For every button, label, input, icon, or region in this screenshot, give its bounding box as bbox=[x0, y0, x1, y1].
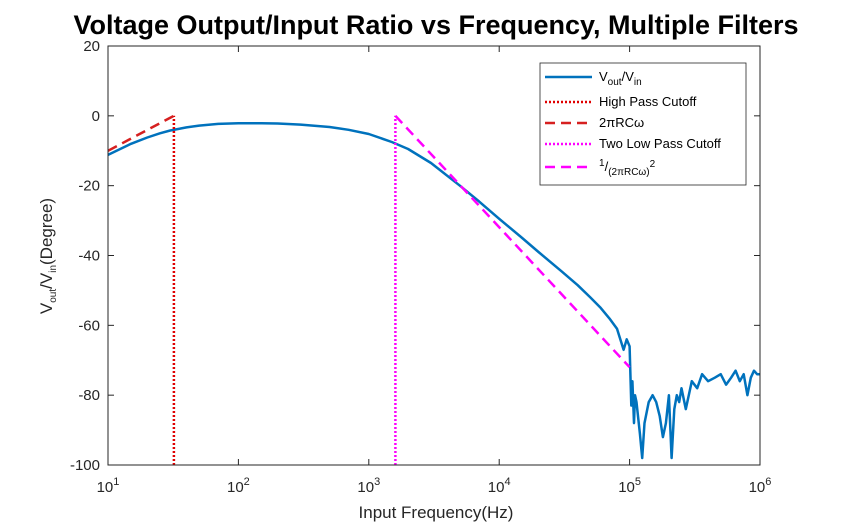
series-layer bbox=[107, 114, 760, 465]
legend-label-two-low-pass: Two Low Pass Cutoff bbox=[599, 136, 721, 151]
x-tick-label: 101 bbox=[97, 476, 120, 496]
y-tick-label: -20 bbox=[78, 178, 100, 195]
x-tick-label: 103 bbox=[357, 476, 380, 496]
y-axis-label: Vout/Vin(Degree) bbox=[37, 198, 59, 314]
series-2pirc-asymptote bbox=[107, 114, 175, 152]
y-tick-label: -100 bbox=[70, 457, 100, 474]
y-label-slash-v: /V bbox=[37, 272, 56, 289]
legend: Vout/Vin High Pass Cutoff 2πRCω Two Low … bbox=[539, 62, 747, 186]
y-label-v: V bbox=[37, 302, 56, 314]
y-tick-label: 0 bbox=[92, 108, 100, 125]
legend-label-vout-vin: Vout/Vin bbox=[599, 69, 642, 88]
legend-box bbox=[539, 62, 747, 186]
y-label-sub-in: in bbox=[48, 265, 59, 273]
y-label-sub-out: out bbox=[48, 289, 59, 303]
x-tick-label: 105 bbox=[618, 476, 641, 496]
y-tick-label: -40 bbox=[78, 248, 100, 265]
y-tick-label: 20 bbox=[83, 38, 100, 55]
y-tick-label: -60 bbox=[78, 317, 100, 334]
legend-label-high-pass: High Pass Cutoff bbox=[599, 94, 697, 109]
x-tick-label: 104 bbox=[488, 476, 511, 496]
tick-layer: 101 102 103 104 105 106 20 0 -20 -40 -60 -80 -100 bbox=[70, 38, 771, 496]
x-tick-label: 106 bbox=[749, 476, 772, 496]
y-label-unit: (Degree) bbox=[37, 198, 56, 265]
series-vout-vin bbox=[107, 121, 760, 460]
series-inverse-square-asymptote bbox=[394, 114, 631, 369]
chart-title: Voltage Output/Input Ratio vs Frequency,… bbox=[73, 10, 798, 40]
x-axis-label: Input Frequency(Hz) bbox=[359, 503, 514, 522]
y-tick-label: -80 bbox=[78, 387, 100, 404]
x-tick-label: 102 bbox=[227, 476, 250, 496]
legend-label-2pirc: 2πRCω bbox=[599, 115, 644, 130]
legend-label-inverse-square: 1/(2πRCω)2 bbox=[599, 158, 656, 178]
